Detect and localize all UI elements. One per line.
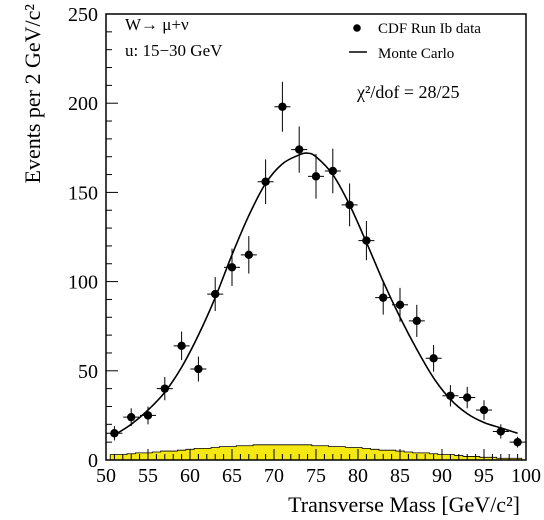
data-marker (513, 437, 522, 447)
data-point (408, 304, 425, 337)
y-tick-label: 50 (78, 361, 98, 383)
legend-data-label: CDF Run Ib data (378, 21, 481, 37)
y-axis-ticks: 0 50 100 150 200 250 (68, 4, 118, 472)
data-point (324, 148, 341, 194)
data-point (509, 436, 526, 448)
data-marker (362, 236, 371, 245)
y-tick-label: 0 (88, 450, 98, 472)
legend: CDF Run Ib data Monte Carlo χ²/dof = 28/… (349, 21, 481, 102)
x-tick-label: 95 (474, 465, 494, 487)
data-point (106, 426, 123, 441)
data-marker (244, 250, 253, 260)
data-point (274, 81, 291, 132)
x-tick-label: 100 (511, 465, 541, 487)
chi2-annotation: χ²/dof = 28/25 (356, 82, 460, 102)
data-point (123, 408, 140, 427)
plot-frame (105, 13, 527, 461)
y-tick-label: 150 (68, 182, 98, 204)
annotation-u-range: u: 15−30 GeV (125, 41, 223, 60)
data-marker (395, 300, 405, 309)
data-point (358, 220, 375, 261)
data-point (240, 236, 257, 274)
data-marker (110, 429, 119, 438)
annotation-process: W→ μ+ν (125, 15, 189, 34)
data-marker (211, 289, 220, 299)
x-tick-label: 65 (222, 465, 242, 487)
data-marker (261, 177, 270, 186)
x-axis-ticks: 50 55 60 65 70 75 80 85 90 95 100 (96, 449, 541, 487)
data-point (392, 287, 408, 322)
x-tick-label: 75 (306, 465, 326, 487)
x-tick-label: 90 (432, 465, 452, 487)
data-marker (295, 145, 304, 154)
data-point (257, 159, 274, 204)
y-tick-label: 250 (68, 4, 98, 26)
data-point (341, 183, 358, 227)
data-marker (345, 200, 354, 210)
data-point (207, 277, 224, 312)
data-marker (379, 293, 388, 302)
data-marker (463, 393, 472, 402)
data-points-group (106, 81, 526, 448)
data-marker (227, 263, 237, 272)
data-point (291, 126, 308, 173)
x-axis-label: Transverse Mass [GeV/c²] (288, 492, 520, 517)
data-marker (143, 411, 153, 420)
x-tick-label: 55 (138, 465, 158, 487)
data-marker (278, 102, 287, 111)
data-marker (328, 166, 337, 176)
data-point (308, 154, 324, 199)
data-marker (177, 341, 186, 351)
x-tick-label: 60 (180, 465, 200, 487)
data-marker (160, 384, 169, 393)
legend-mc-label: Monte Carlo (378, 46, 454, 62)
x-tick-label: 70 (264, 465, 284, 487)
data-point (224, 248, 240, 287)
y-tick-label: 200 (68, 93, 98, 115)
data-point (173, 331, 190, 361)
x-tick-label: 80 (348, 465, 368, 487)
x-tick-label: 50 (96, 465, 116, 487)
data-marker (496, 427, 505, 436)
data-point (156, 377, 173, 401)
y-tick-label: 100 (68, 272, 98, 294)
data-point (442, 385, 459, 407)
data-marker (429, 354, 438, 363)
data-marker (194, 364, 203, 374)
data-marker (446, 391, 455, 400)
y-axis-label: Events per 2 GeV/c² (20, 4, 45, 184)
data-point (190, 356, 207, 382)
data-point (459, 386, 476, 409)
data-point (476, 400, 492, 420)
data-point (425, 344, 442, 372)
data-point (140, 406, 156, 425)
data-point (375, 280, 392, 315)
legend-data-marker (353, 24, 361, 32)
x-tick-label: 85 (390, 465, 410, 487)
data-point (492, 424, 509, 439)
data-marker (412, 316, 421, 326)
data-marker (479, 405, 489, 415)
data-marker (127, 412, 136, 422)
data-marker (311, 172, 321, 181)
